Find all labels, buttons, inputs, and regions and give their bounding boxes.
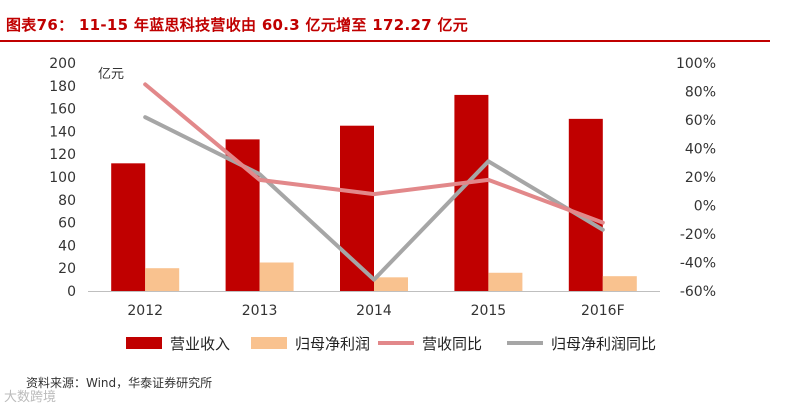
- left-axis-tick-label: 200: [49, 56, 76, 72]
- legend-net-profit-swatch: [251, 337, 287, 349]
- bar-revenue-2012: [111, 163, 146, 291]
- left-axis-tick-label: 20: [58, 261, 76, 277]
- left-axis-tick-label: 80: [58, 193, 76, 209]
- source-note: 资料来源：Wind，华泰证券研究所: [26, 376, 213, 390]
- x-axis-tick-label: 2013: [242, 303, 278, 319]
- right-axis-tick-label: 100%: [676, 56, 716, 72]
- title-bar: 图表76： 11-15 年蓝思科技营收由 60.3 亿元增至 172.27 亿元: [0, 0, 803, 42]
- bar-net-profit-2013: [259, 262, 294, 291]
- legend-net-profit-label: 归母净利润: [295, 335, 370, 353]
- legend-revenue-yoy-label: 营收同比: [422, 335, 482, 353]
- right-axis-tick-label: 60%: [685, 113, 716, 129]
- legend-revenue-label: 营业收入: [170, 335, 230, 353]
- x-axis-tick-label: 2016F: [581, 303, 625, 319]
- right-axis-tick-label: -60%: [680, 284, 716, 300]
- chart: 0 20 40 60 80 100 120 140 160 180 200 亿元 -60% -40% -20…: [49, 56, 716, 353]
- left-axis-tick-label: 60: [58, 216, 76, 232]
- left-axis-tick-label: 140: [49, 124, 76, 140]
- left-axis-tick-label: 120: [49, 147, 76, 163]
- left-axis-tick-label: 180: [49, 79, 76, 95]
- right-axis-tick-label: 80%: [685, 85, 716, 101]
- bar-net-profit-2015: [488, 272, 523, 291]
- bar-revenue-2013: [225, 139, 260, 291]
- legend-net-profit-yoy-label: 归母净利润同比: [551, 335, 656, 353]
- left-axis-tick-label: 160: [49, 102, 76, 118]
- watermark: 大数跨境: [4, 390, 57, 405]
- right-axis-tick-label: -20%: [680, 227, 716, 243]
- bar-net-profit-2016F: [602, 276, 637, 291]
- x-axis-tick-label: 2015: [471, 303, 507, 319]
- left-axis-tick-label: 40: [58, 238, 76, 254]
- bar-net-profit-2012: [145, 268, 180, 291]
- legend-revenue-swatch: [126, 337, 162, 349]
- left-axis-tick-label: 100: [49, 170, 76, 186]
- left-axis-unit-label: 亿元: [98, 67, 124, 82]
- line-revenue-yoy: [143, 82, 605, 225]
- x-axis-tick-label: 2012: [127, 303, 163, 319]
- bar-net-profit-2014: [374, 277, 408, 291]
- line-net-profit-yoy: [143, 115, 605, 282]
- right-axis-tick-label: 40%: [685, 142, 716, 158]
- x-axis-tick-label: 2014: [356, 303, 392, 319]
- right-axis-tick-label: 0%: [694, 199, 716, 215]
- figure-title: 图表76： 11-15 年蓝思科技营收由 60.3 亿元增至 172.27 亿元: [6, 16, 469, 34]
- bar-revenue-2016F: [568, 118, 603, 291]
- right-axis-tick-label: 20%: [685, 170, 716, 186]
- right-axis-tick-label: -40%: [680, 256, 716, 272]
- title-divider: [0, 40, 770, 42]
- left-axis-tick-label: 0: [67, 284, 76, 300]
